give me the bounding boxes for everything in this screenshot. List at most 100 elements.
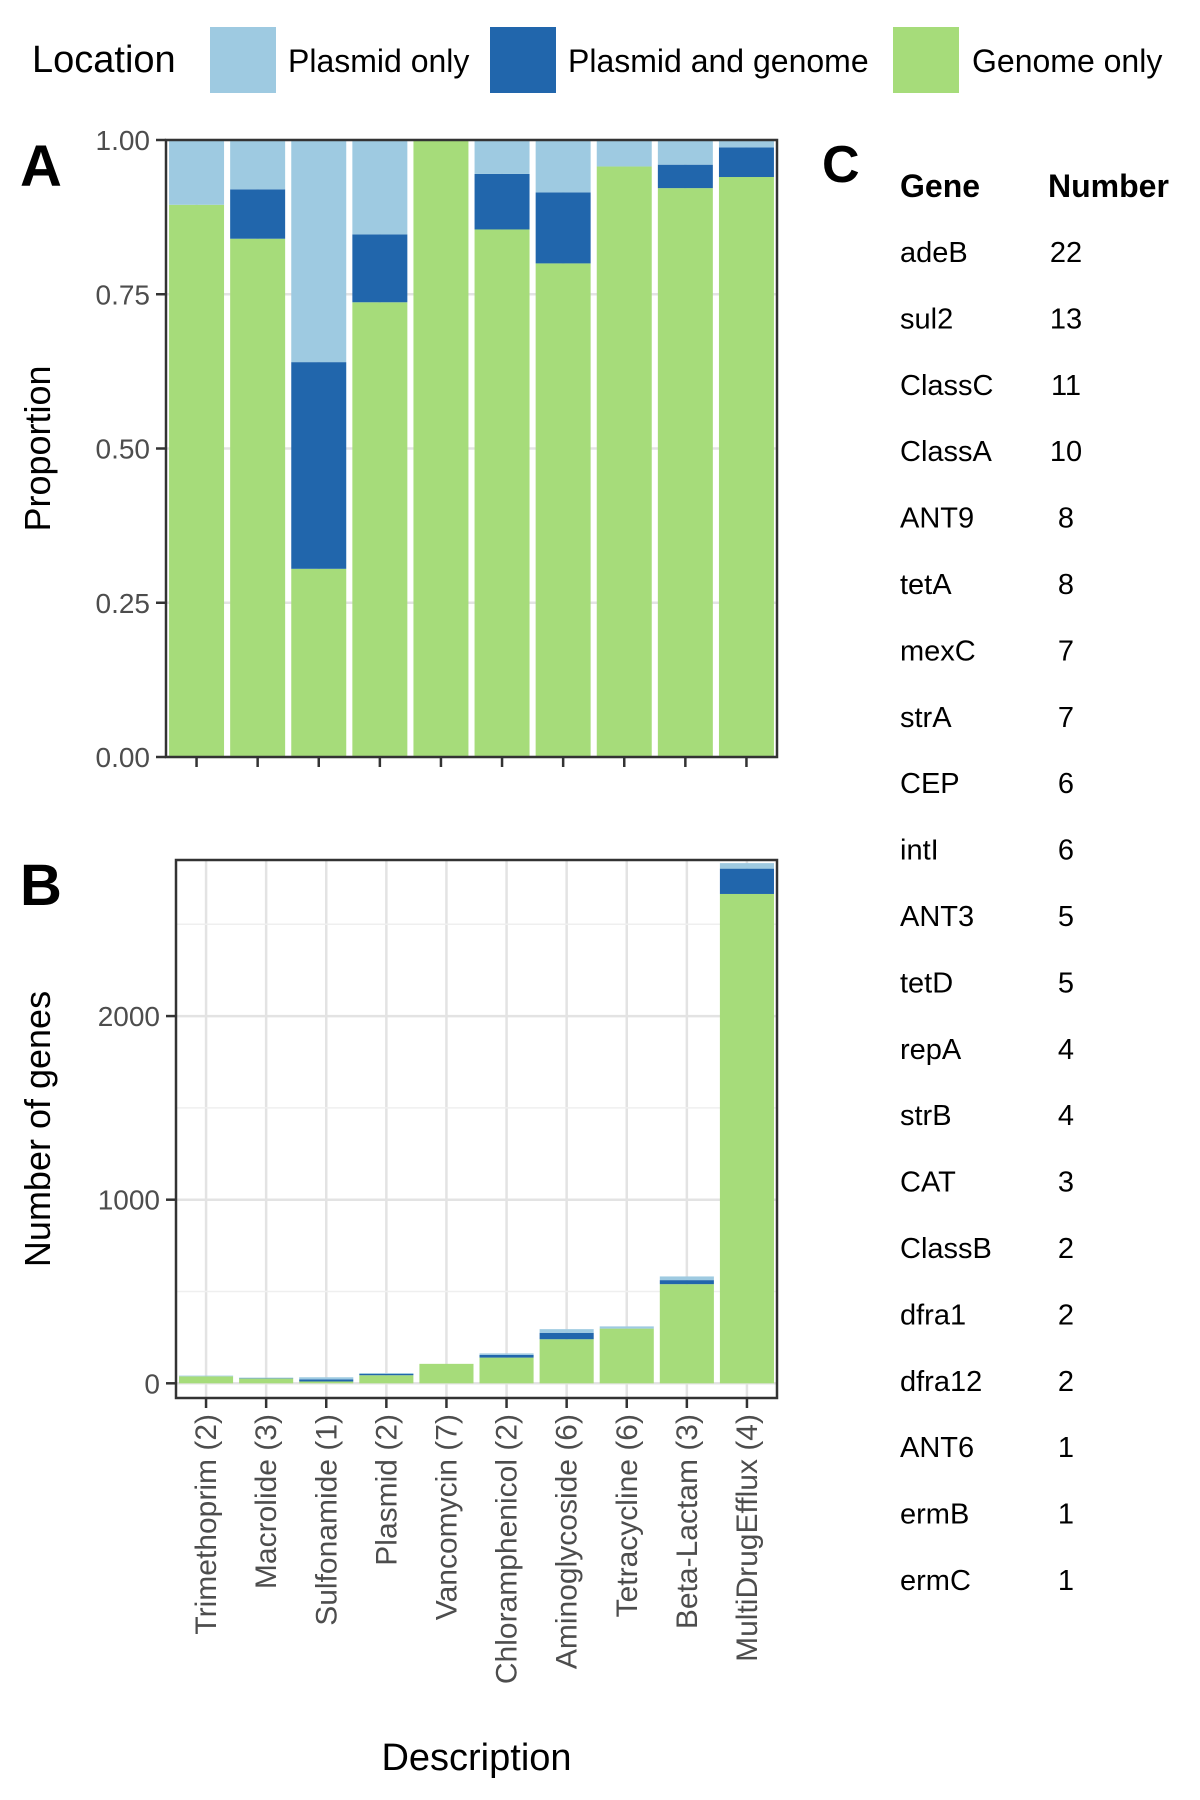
y-tick-label: 0.75 — [96, 279, 151, 310]
y-axis-title: Proportion — [17, 365, 58, 531]
table-cell-gene: ClassC — [900, 370, 993, 402]
x-tick-label: Tetracycline (6) — [611, 1414, 644, 1617]
x-axis-title: Description — [381, 1737, 571, 1779]
bar-genome-only-plasmid-2 — [359, 1375, 414, 1384]
panel-label-b: B — [20, 853, 62, 918]
y-tick-label: 1000 — [98, 1185, 160, 1216]
chart-a-proportion: 0.00 0.25 0.50 0.75 1.00 Proportion — [17, 125, 779, 773]
bar-genome-only-aminoglycoside-6 — [539, 1339, 594, 1384]
legend-swatch-genome-only — [893, 27, 959, 93]
table-cell-gene: ClassA — [900, 436, 993, 468]
bar-plasmid-and-genome-beta-lactam-3 — [657, 164, 713, 189]
table-cell-gene: ClassB — [900, 1233, 992, 1265]
bar-plasmid-and-genome-chloramphenicol-2 — [474, 173, 530, 230]
x-tick-label: Sulfonamide (1) — [310, 1414, 343, 1626]
bar-plasmid-and-genome-plasmid-2 — [359, 1373, 414, 1376]
table-cell-number: 1 — [1058, 1565, 1074, 1597]
legend-swatch-plasmid-and-genome — [490, 27, 556, 93]
table-cell-number: 5 — [1058, 901, 1074, 933]
bar-plasmid-only-trimethoprim-2 — [169, 140, 225, 205]
bar-plasmid-only-tetracycline-6 — [599, 1326, 654, 1329]
table-cell-number: 8 — [1058, 503, 1074, 535]
bar-plasmid-and-genome-sulfonamide-1 — [291, 362, 347, 569]
bar-plasmid-only-beta-lactam-3 — [659, 1276, 714, 1281]
bar-plasmid-only-aminoglycoside-6 — [539, 1329, 594, 1333]
bar-plasmid-only-tetracycline-6 — [596, 140, 652, 167]
table-cell-gene: tetD — [900, 967, 953, 999]
bar-genome-only-macrolide-3 — [239, 1378, 294, 1384]
legend-label-genome-only: Genome only — [972, 43, 1162, 79]
table-row: ANT9 8 — [900, 503, 1074, 535]
panel-label-c: C — [822, 136, 860, 194]
table-row: tetD 5 — [900, 967, 1074, 999]
table-cell-number: 7 — [1058, 702, 1074, 734]
bar-plasmid-only-plasmid-2 — [352, 140, 408, 235]
table-cell-gene: tetA — [900, 569, 952, 601]
table-row: ClassB 2 — [900, 1233, 1074, 1265]
table-cell-number: 10 — [1050, 436, 1082, 468]
x-tick-label: Aminoglycoside (6) — [551, 1414, 584, 1669]
table-cell-gene: intI — [900, 835, 939, 867]
table-row: CAT 3 — [900, 1167, 1074, 1199]
y-tick-label: 0.25 — [96, 588, 151, 619]
bar-plasmid-only-sulfonamide-1 — [291, 140, 347, 363]
table-header-gene: Gene — [900, 168, 980, 204]
table-row: dfra1 2 — [900, 1299, 1074, 1331]
table-cell-gene: ANT6 — [900, 1432, 974, 1464]
table-cell-number: 11 — [1051, 370, 1081, 402]
bar-plasmid-and-genome-chloramphenicol-2 — [479, 1354, 534, 1358]
y-tick-label: 0.50 — [96, 434, 151, 465]
bar-plasmid-only-multidrugefflux-4 — [718, 140, 774, 148]
table-cell-gene: adeB — [900, 237, 968, 269]
table-cell-number: 4 — [1058, 1100, 1074, 1132]
bar-plasmid-only-chloramphenicol-2 — [479, 1353, 534, 1355]
chart-b-number-of-genes: 0 1000 2000 Trimethoprim (2) Macrolide (3) Su… — [17, 858, 779, 1779]
table-cell-number: 6 — [1058, 768, 1074, 800]
x-tick-label: Chloramphenicol (2) — [491, 1414, 524, 1684]
table-row: ermB 1 — [900, 1499, 1074, 1531]
bar-plasmid-and-genome-sulfonamide-1 — [299, 1379, 354, 1382]
bar-genome-only-multidrugefflux-4 — [718, 177, 774, 757]
table-row: repA 4 — [900, 1034, 1074, 1066]
table-cell-gene: ANT3 — [900, 901, 974, 933]
legend: Location Plasmid only Plasmid and genome… — [32, 27, 1162, 93]
plot-border — [174, 858, 779, 1400]
x-tick-label: Plasmid (2) — [370, 1414, 403, 1566]
table-cell-number: 4 — [1058, 1034, 1074, 1066]
bar-plasmid-only-plasmid-2 — [359, 1373, 414, 1374]
table-cell-gene: ermC — [900, 1565, 971, 1597]
bar-genome-only-trimethoprim-2 — [179, 1376, 234, 1384]
legend-label-plasmid-only: Plasmid only — [288, 43, 469, 79]
table-cell-gene: dfra1 — [900, 1299, 966, 1331]
table-cell-number: 3 — [1058, 1167, 1074, 1199]
bar-plasmid-and-genome-aminoglycoside-6 — [539, 1332, 594, 1340]
table-cell-gene: ANT9 — [900, 503, 974, 535]
table-cell-gene: dfra12 — [900, 1366, 982, 1398]
bar-plasmid-and-genome-macrolide-3 — [230, 189, 286, 239]
table-row: tetA 8 — [900, 569, 1074, 601]
table-cell-number: 13 — [1050, 303, 1082, 335]
bar-genome-only-tetracycline-6 — [599, 1328, 654, 1384]
table-row: ANT3 5 — [900, 901, 1074, 933]
legend-label-plasmid-and-genome: Plasmid and genome — [568, 43, 869, 79]
table-row: strB 4 — [900, 1100, 1074, 1132]
bar-genome-only-beta-lactam-3 — [657, 188, 713, 758]
bar-genome-only-macrolide-3 — [230, 238, 286, 758]
table-row: ClassA 10 — [900, 436, 1082, 468]
table-cell-gene: ermB — [900, 1499, 969, 1531]
bar-plasmid-and-genome-beta-lactam-3 — [659, 1280, 714, 1285]
table-cell-number: 5 — [1058, 967, 1074, 999]
bar-plasmid-only-multidrugefflux-4 — [719, 863, 774, 869]
table-row: sul2 13 — [900, 303, 1082, 335]
x-tick-label: MultiDrugEfflux (4) — [731, 1414, 764, 1662]
bar-plasmid-only-aminoglycoside-6 — [535, 140, 591, 193]
bar-genome-only-beta-lactam-3 — [659, 1284, 714, 1384]
bar-plasmid-only-macrolide-3 — [239, 1377, 294, 1379]
table-cell-number: 7 — [1058, 635, 1074, 667]
table-row: ANT6 1 — [900, 1432, 1074, 1464]
y-tick-label: 2000 — [98, 1001, 160, 1032]
table-cell-gene: CEP — [900, 768, 960, 800]
bar-plasmid-only-macrolide-3 — [230, 140, 286, 190]
bar-plasmid-and-genome-multidrugefflux-4 — [718, 147, 774, 178]
